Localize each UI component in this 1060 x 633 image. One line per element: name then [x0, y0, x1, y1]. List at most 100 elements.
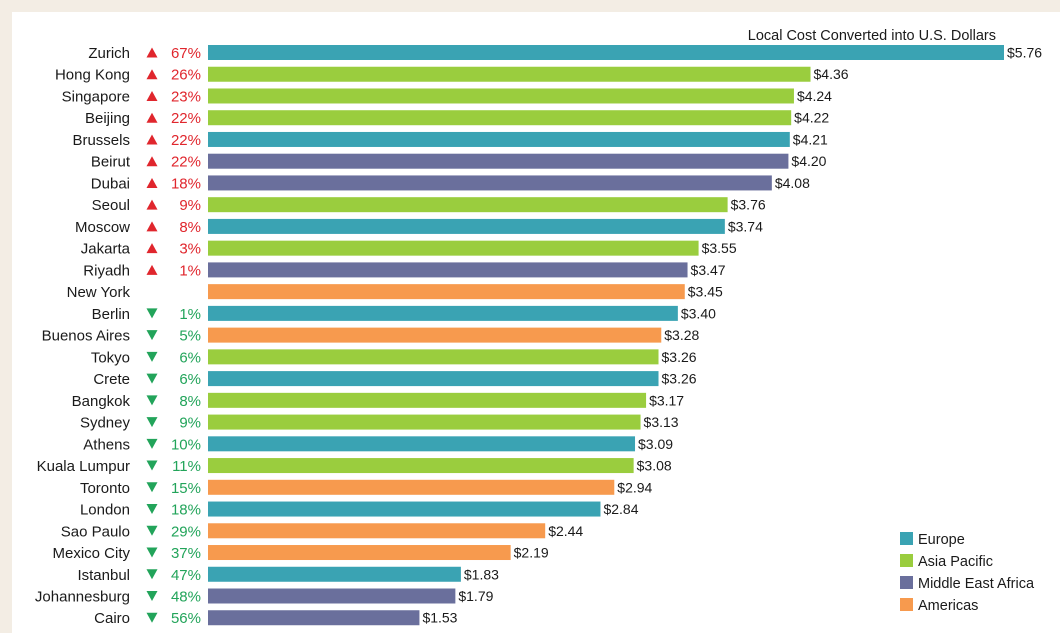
- category-label: Hong Kong: [55, 67, 130, 84]
- triangle-up-icon: [146, 199, 158, 210]
- percent-change-label: 22%: [171, 110, 201, 127]
- bar: [208, 458, 634, 474]
- triangle-down-icon: [146, 504, 158, 515]
- value-label: $3.45: [688, 284, 723, 300]
- category-label: Berlin: [92, 306, 130, 323]
- value-label: $3.26: [662, 349, 697, 365]
- bar: [208, 110, 792, 126]
- bar: [208, 610, 420, 626]
- category-label: Buenos Aires: [42, 328, 130, 345]
- bar: [208, 284, 685, 300]
- percent-change-label: 18%: [171, 502, 201, 519]
- percent-change-label: 3%: [179, 241, 201, 258]
- triangle-down-icon: [146, 308, 158, 319]
- category-label: Kuala Lumpur: [37, 458, 130, 475]
- triangle-up-icon: [146, 264, 158, 275]
- triangle-down-icon: [146, 417, 158, 428]
- value-label: $3.08: [637, 458, 672, 474]
- category-label: Mexico City: [52, 545, 130, 562]
- percent-change-label: 23%: [171, 88, 201, 105]
- category-label: Tokyo: [91, 349, 130, 366]
- bar: [208, 327, 662, 343]
- bar: [208, 262, 688, 278]
- category-label: New York: [67, 284, 131, 301]
- category-label: Seoul: [92, 197, 130, 214]
- bar: [208, 88, 794, 104]
- legend-swatch: [900, 576, 913, 589]
- value-label: $4.21: [793, 131, 828, 147]
- value-label: $4.08: [775, 175, 810, 191]
- percent-change-label: 6%: [179, 371, 201, 388]
- percent-change-label: 9%: [179, 415, 201, 432]
- bar: [208, 501, 601, 517]
- triangle-up-icon: [146, 243, 158, 254]
- bar: [208, 414, 641, 430]
- legend-swatch: [900, 554, 913, 567]
- value-label: $4.36: [814, 66, 849, 82]
- category-label: Cairo: [94, 610, 130, 627]
- chart-panel: Local Cost Converted into U.S. Dollars Z…: [12, 12, 1060, 633]
- value-label: $1.83: [464, 566, 499, 582]
- category-label: Johannesburg: [35, 589, 130, 606]
- bar: [208, 588, 456, 604]
- value-label: $3.13: [644, 414, 679, 430]
- percent-change-label: 48%: [171, 589, 201, 606]
- bar: [208, 479, 615, 495]
- percent-change-label: 1%: [179, 262, 201, 279]
- triangle-up-icon: [146, 112, 158, 123]
- triangle-down-icon: [146, 547, 158, 558]
- triangle-down-icon: [146, 330, 158, 341]
- percent-change-label: 6%: [179, 349, 201, 366]
- percent-change-label: 8%: [179, 219, 201, 236]
- category-label: Sydney: [80, 415, 131, 432]
- value-label: $3.28: [664, 327, 699, 343]
- bar: [208, 218, 725, 234]
- value-label: $4.20: [791, 153, 826, 169]
- triangle-down-icon: [146, 612, 158, 623]
- percent-change-label: 10%: [171, 436, 201, 453]
- value-label: $3.76: [731, 197, 766, 213]
- value-label: $5.76: [1007, 45, 1042, 61]
- triangle-down-icon: [146, 373, 158, 384]
- bar: [208, 371, 659, 387]
- category-label: Istanbul: [77, 567, 130, 584]
- category-label: Beirut: [91, 154, 131, 171]
- category-label: Singapore: [62, 88, 130, 105]
- category-label: Crete: [93, 371, 130, 388]
- category-label: Brussels: [72, 132, 130, 149]
- value-label: $3.55: [702, 240, 737, 256]
- category-label: Toronto: [80, 480, 130, 497]
- category-label: Bangkok: [72, 393, 131, 410]
- bar: [208, 131, 790, 147]
- category-label: Athens: [83, 436, 130, 453]
- value-label: $2.94: [617, 479, 652, 495]
- triangle-up-icon: [146, 69, 158, 80]
- bar: [208, 436, 636, 452]
- triangle-up-icon: [146, 134, 158, 145]
- bar: [208, 545, 511, 561]
- category-label: Dubai: [91, 175, 130, 192]
- value-label: $3.17: [649, 392, 684, 408]
- value-label: $1.79: [458, 588, 493, 604]
- category-label: Sao Paulo: [61, 523, 130, 540]
- triangle-down-icon: [146, 351, 158, 362]
- category-label: London: [80, 502, 130, 519]
- value-label: $2.44: [548, 523, 583, 539]
- value-label: $3.47: [691, 262, 726, 278]
- percent-change-label: 29%: [171, 523, 201, 540]
- value-label: $2.19: [514, 545, 549, 561]
- value-label: $3.09: [638, 436, 673, 452]
- triangle-down-icon: [146, 460, 158, 471]
- percent-change-label: 56%: [171, 610, 201, 627]
- legend-label: Asia Pacific: [918, 554, 993, 570]
- bar-chart: Local Cost Converted into U.S. Dollars Z…: [35, 28, 1042, 627]
- percent-change-label: 18%: [171, 175, 201, 192]
- percent-change-label: 22%: [171, 154, 201, 171]
- triangle-up-icon: [146, 177, 158, 188]
- bar: [208, 566, 461, 582]
- percent-change-label: 5%: [179, 328, 201, 345]
- bar: [208, 240, 699, 256]
- percent-change-label: 22%: [171, 132, 201, 149]
- percent-change-label: 37%: [171, 545, 201, 562]
- triangle-down-icon: [146, 438, 158, 449]
